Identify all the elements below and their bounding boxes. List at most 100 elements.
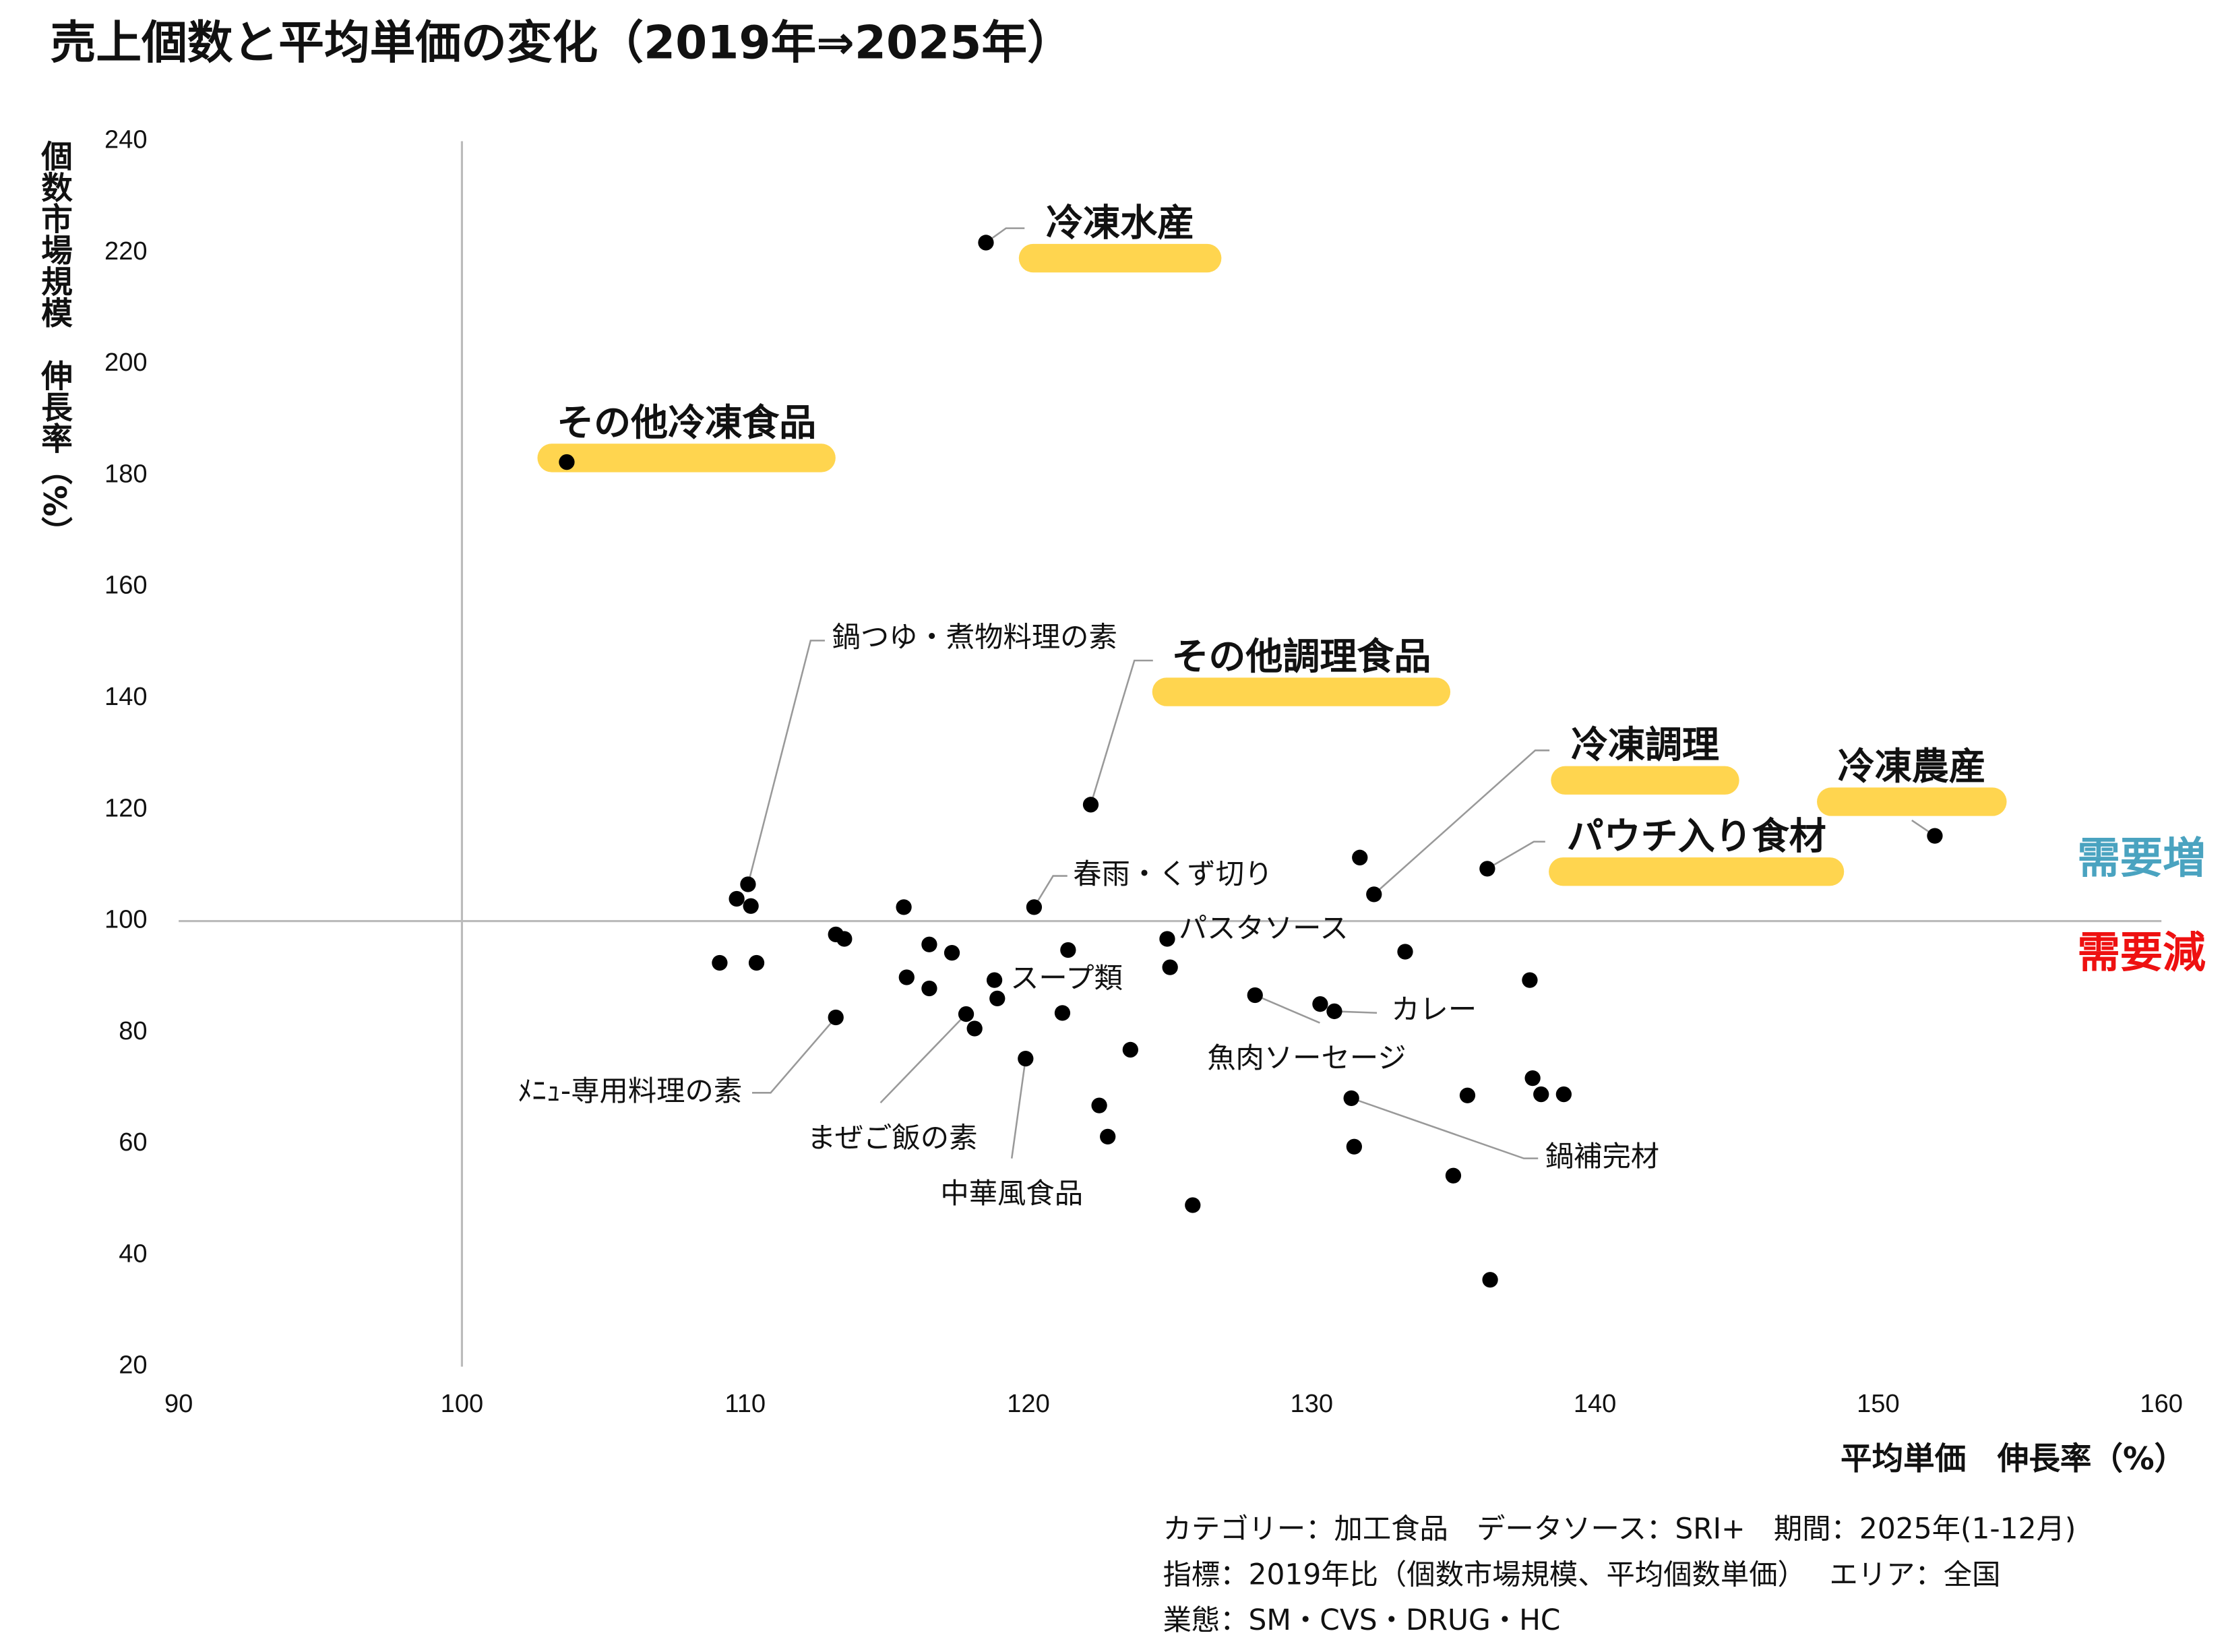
x-tick-label: 150 — [1857, 1390, 1900, 1418]
y-tick-label: 180 — [104, 460, 148, 488]
connector — [1033, 875, 1068, 908]
quadrant-label: 需要減 — [2077, 927, 2205, 977]
point — [1326, 1003, 1342, 1020]
highlight-label: その他冷凍食品 — [557, 401, 816, 444]
point-label: 春雨・くず切り — [1073, 857, 1272, 890]
point — [1162, 959, 1178, 975]
point — [743, 898, 759, 914]
point — [1397, 944, 1413, 960]
y-tick-label: 80 — [119, 1017, 147, 1045]
y-tick-label: 240 — [104, 126, 148, 154]
connector — [985, 227, 1025, 243]
point — [1018, 1051, 1034, 1067]
point — [559, 454, 575, 470]
y-tick-label: 60 — [119, 1128, 147, 1157]
point — [1479, 861, 1495, 877]
footnote: 指標：2019年比（個数市場規模、平均個数単価） エリア：全国 — [1163, 1558, 2001, 1591]
y-tick-label: 140 — [104, 683, 148, 711]
point — [944, 945, 960, 961]
highlight-label: 冷凍調理 — [1571, 723, 1719, 766]
point-label: パスタソース — [1179, 912, 1349, 945]
y-tick-label: 160 — [104, 572, 148, 600]
connector — [747, 640, 825, 885]
point — [1352, 849, 1368, 865]
point — [921, 980, 937, 997]
chart-title: 売上個数と平均単価の変化（2019年⇒2025年） — [51, 16, 1073, 69]
highlight-label: その他調理食品 — [1171, 635, 1431, 678]
label-highlight — [1152, 677, 1451, 706]
y-tick-label: 200 — [104, 348, 148, 377]
label-highlight — [1549, 857, 1845, 886]
label-highlight — [1817, 787, 2007, 816]
highlight-label: 冷凍水産 — [1046, 202, 1194, 245]
x-tick-label: 140 — [1574, 1390, 1617, 1418]
point — [1122, 1041, 1138, 1058]
connector — [1373, 749, 1550, 895]
y-tick-label: 100 — [104, 906, 148, 934]
x-tick-label: 130 — [1291, 1390, 1334, 1418]
point — [1524, 1070, 1541, 1087]
point — [1247, 987, 1263, 1004]
connector — [1254, 994, 1320, 1024]
connector — [879, 1013, 967, 1103]
y-tick-label: 220 — [104, 237, 148, 266]
point — [1927, 828, 1943, 844]
point — [1555, 1086, 1572, 1103]
y-axis-label: 個数市場規模 伸長率（%） — [36, 140, 73, 547]
connector — [1487, 840, 1545, 869]
point — [748, 954, 765, 971]
point — [1060, 942, 1076, 958]
point — [958, 1006, 975, 1022]
point — [1522, 972, 1538, 988]
footnote: カテゴリー：加工食品 データソース：SRI+ 期間：2025年(1-12月) — [1163, 1512, 2076, 1546]
point — [1343, 1090, 1359, 1106]
point — [1091, 1097, 1107, 1113]
point — [729, 890, 745, 907]
y-tick-label: 40 — [119, 1240, 147, 1268]
point — [1482, 1272, 1498, 1288]
y-tick-label: 120 — [104, 794, 148, 822]
label-highlight — [537, 443, 836, 472]
highlight-label: パウチ入り食材 — [1567, 815, 1826, 858]
point-label: ﾒﾆｭ-専用料理の素 — [518, 1074, 742, 1107]
x-tick-label: 120 — [1007, 1390, 1050, 1418]
point — [896, 899, 912, 915]
point-label: 魚肉ソーセージ — [1207, 1041, 1406, 1074]
point — [1312, 996, 1328, 1012]
point — [1445, 1167, 1462, 1184]
point — [1100, 1128, 1116, 1145]
connector — [752, 1016, 837, 1094]
point — [1082, 797, 1099, 813]
point — [740, 876, 756, 892]
y-tick-label: 20 — [119, 1351, 147, 1380]
point — [898, 969, 915, 985]
point — [1346, 1138, 1362, 1155]
point — [1159, 931, 1175, 947]
point-label: まぜご飯の素 — [807, 1122, 978, 1155]
point — [989, 990, 1006, 1007]
point — [1366, 886, 1382, 903]
point-label: スープ類 — [1010, 962, 1123, 995]
point-label: 鍋補完材 — [1545, 1140, 1659, 1173]
point-label: 中華風食品 — [940, 1177, 1083, 1210]
point — [986, 972, 1003, 988]
point — [1054, 1005, 1071, 1021]
x-tick-label: 90 — [164, 1390, 193, 1418]
x-tick-label: 110 — [724, 1390, 766, 1418]
point — [966, 1020, 983, 1037]
label-highlight — [1551, 766, 1739, 795]
point — [1185, 1197, 1201, 1213]
point — [836, 931, 853, 947]
highlight-label: 冷凍農産 — [1838, 745, 1986, 788]
point — [921, 936, 937, 952]
label-highlight — [1018, 243, 1222, 273]
connector — [1351, 1097, 1539, 1159]
point-label: 鍋つゆ・煮物料理の素 — [832, 621, 1117, 654]
point — [1026, 899, 1043, 915]
point-label: カレー — [1391, 993, 1477, 1026]
x-tick-label: 100 — [441, 1390, 484, 1418]
point — [978, 235, 994, 251]
quadrant-label: 需要増 — [2077, 833, 2205, 883]
